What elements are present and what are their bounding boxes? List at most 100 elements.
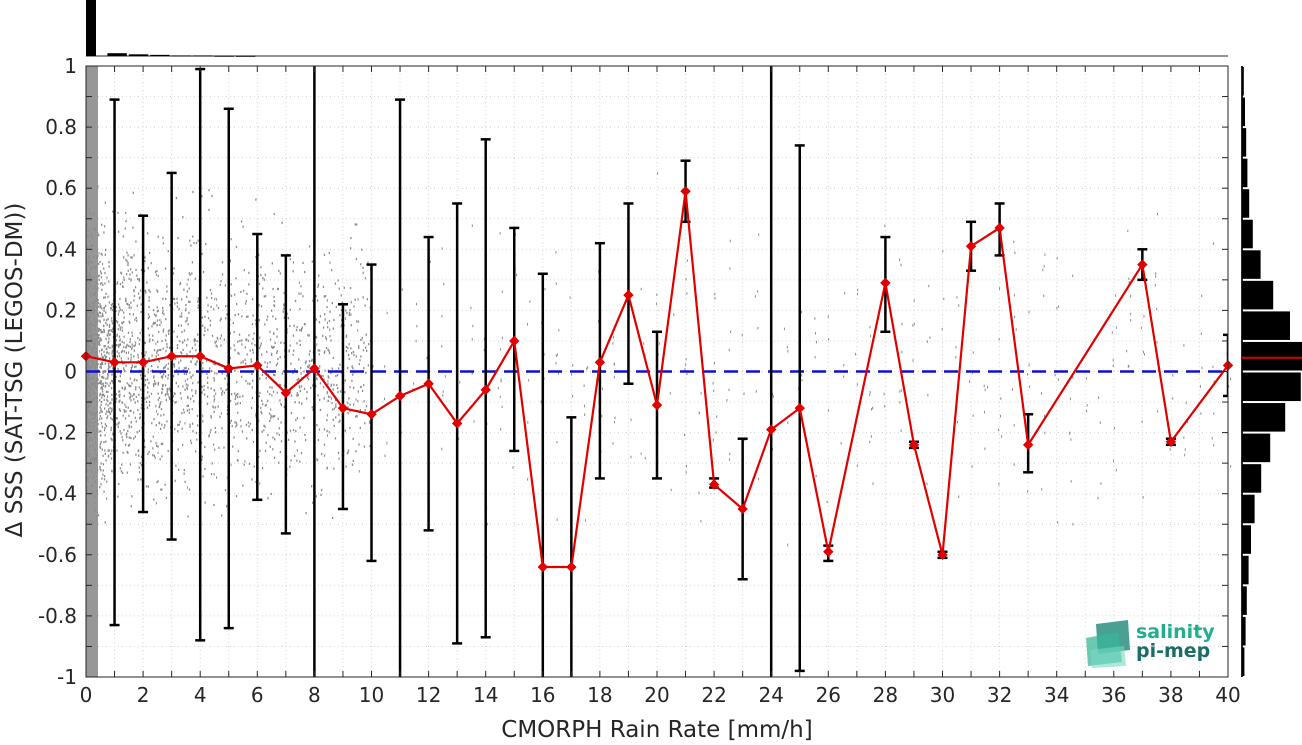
scatter-point	[326, 466, 328, 469]
y-tick-label: -0.2	[38, 421, 77, 445]
scatter-point	[119, 339, 121, 342]
x-tick-label: 14	[473, 683, 498, 707]
scatter-point	[384, 454, 386, 458]
scatter-point	[1057, 521, 1059, 524]
scatter-point	[99, 443, 102, 446]
scatter-point	[164, 384, 167, 387]
top-hist-bar	[171, 55, 192, 57]
scatter-point	[157, 365, 159, 369]
scatter-point	[193, 400, 195, 403]
scatter-point	[302, 261, 304, 265]
scatter-point	[105, 424, 108, 428]
scatter-point	[186, 404, 188, 408]
scatter-point	[106, 276, 108, 279]
scatter-point	[94, 382, 97, 386]
scatter-point	[276, 335, 278, 338]
scatter-point	[244, 362, 247, 365]
scatter-point	[237, 313, 240, 316]
scatter-point	[203, 388, 205, 391]
scatter-point	[844, 291, 846, 295]
scatter-point	[261, 373, 264, 376]
scatter-point	[103, 318, 105, 321]
scatter-point	[160, 401, 162, 404]
scatter-point	[100, 483, 102, 486]
scatter-point	[101, 361, 103, 364]
scatter-point	[266, 315, 269, 318]
scatter-point	[105, 403, 107, 406]
scatter-point	[126, 382, 128, 385]
scatter-point	[322, 375, 324, 378]
scatter-point	[87, 452, 89, 455]
scatter-point	[266, 350, 268, 353]
scatter-point	[384, 397, 386, 401]
scatter-point	[97, 319, 99, 322]
scatter-point	[140, 463, 143, 467]
x-tick-label: 26	[816, 683, 841, 707]
scatter-point	[872, 406, 874, 410]
scatter-point	[102, 393, 105, 396]
scatter-point	[98, 251, 100, 255]
scatter-point	[335, 375, 337, 378]
scatter-point	[235, 403, 237, 406]
y-tick-label: 0.4	[45, 237, 77, 261]
scatter-point	[261, 399, 263, 402]
scatter-point	[125, 297, 127, 300]
scatter-point	[441, 314, 443, 318]
scatter-point	[238, 333, 241, 336]
scatter-point	[99, 337, 101, 340]
scatter-point	[242, 360, 244, 363]
scatter-point	[196, 438, 198, 441]
scatter-point	[99, 371, 101, 374]
scatter-point	[108, 402, 111, 405]
scatter-point	[300, 329, 303, 332]
scatter-point	[258, 304, 260, 307]
scatter-point	[210, 292, 213, 295]
scatter-point	[323, 454, 326, 457]
scatter-point	[250, 406, 253, 409]
scatter-point	[117, 211, 119, 215]
scatter-point	[644, 456, 646, 460]
scatter-point	[174, 401, 176, 404]
scatter-point	[133, 411, 135, 414]
scatter-point	[245, 338, 247, 341]
scatter-point	[159, 323, 161, 327]
scatter-point	[1128, 277, 1130, 281]
scatter-point	[196, 414, 199, 417]
scatter-point	[1130, 295, 1132, 298]
scatter-point	[117, 313, 120, 316]
x-tick-label: 0	[80, 683, 93, 707]
x-tick-label: 28	[873, 683, 898, 707]
scatter-point	[97, 298, 99, 302]
scatter-point	[272, 315, 274, 318]
scatter-point	[139, 289, 142, 292]
scatter-point	[164, 424, 166, 427]
scatter-point	[152, 447, 154, 450]
scatter-point	[108, 337, 110, 340]
scatter-point	[338, 420, 340, 423]
scatter-point	[86, 275, 88, 279]
scatter-point	[214, 431, 217, 434]
scatter-point	[128, 385, 131, 388]
scatter-point	[772, 395, 774, 398]
scatter-point	[189, 371, 191, 374]
scatter-point	[161, 339, 163, 343]
scatter-point	[87, 375, 90, 378]
scatter-point	[317, 285, 319, 288]
scatter-point	[160, 321, 162, 324]
scatter-point	[86, 269, 88, 272]
scatter-point	[145, 485, 148, 488]
scatter-point	[283, 307, 285, 310]
scatter-point	[929, 336, 931, 339]
scatter-point	[92, 287, 94, 291]
scatter-point	[94, 436, 96, 439]
scatter-point	[89, 519, 91, 523]
scatter-point	[318, 321, 321, 324]
scatter-point	[264, 323, 266, 326]
scatter-point	[312, 299, 314, 302]
scatter-point	[86, 410, 88, 413]
scatter-point	[242, 225, 244, 228]
scatter-point	[429, 260, 431, 264]
scatter-point	[230, 283, 232, 286]
scatter-point	[99, 380, 102, 383]
scatter-point	[363, 341, 365, 344]
